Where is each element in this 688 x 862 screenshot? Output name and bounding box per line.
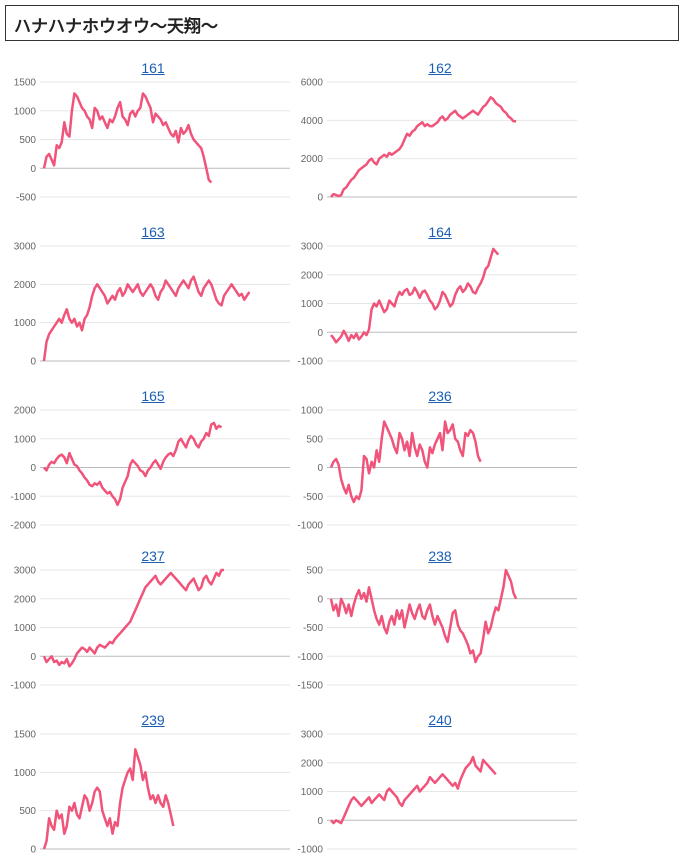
y-tick-label: 1000 (301, 787, 324, 798)
y-tick-label: 0 (30, 164, 36, 175)
chart-title-link[interactable]: 163 (141, 224, 165, 240)
y-tick-label: 3000 (301, 730, 324, 741)
line-chart: 3000 2000 1000 0 -1000 (297, 730, 577, 856)
y-tick-label: 0 (317, 594, 323, 605)
y-tick-label: 0 (30, 357, 36, 368)
y-tick-label: 1000 (14, 106, 37, 117)
y-tick-label: 1000 (301, 299, 324, 310)
y-tick-label: -1000 (297, 652, 323, 663)
y-tick-label: -1000 (10, 492, 36, 503)
chart-panel-165: 165 2000 1000 0 -1000 -2000 (8, 388, 298, 538)
y-tick-label: -500 (16, 193, 36, 204)
series-line (42, 748, 175, 850)
y-tick-label: -1000 (297, 845, 323, 856)
line-chart: 3000 2000 1000 0 -1000 (10, 566, 290, 692)
series-line (329, 420, 482, 504)
chart-panel-164: 164 3000 2000 1000 0 -1000 (295, 224, 585, 374)
chart-title-link[interactable]: 237 (141, 548, 165, 564)
page-title: ハナハナホウオウ〜天翔〜 (14, 17, 218, 37)
y-tick-label: 0 (317, 463, 323, 474)
y-tick-label: 1500 (14, 78, 37, 89)
line-chart: 6000 4000 2000 0 (301, 78, 577, 204)
y-tick-label: 3000 (14, 242, 37, 253)
y-tick-label: 500 (306, 566, 323, 577)
series-line (42, 568, 224, 668)
chart-panel-237: 237 3000 2000 1000 0 -1000 (8, 548, 298, 698)
y-tick-label: 1000 (14, 623, 37, 634)
chart-title-link[interactable]: 236 (428, 388, 452, 404)
series-line (329, 568, 518, 664)
y-tick-label: -500 (303, 492, 323, 503)
chart-panel-240: 240 3000 2000 1000 0 -1000 (295, 712, 585, 862)
chart-panel-236: 236 1000 500 0 -500 -1000 (295, 388, 585, 538)
y-tick-label: 0 (30, 845, 36, 856)
y-tick-label: 0 (317, 193, 323, 204)
y-tick-label: 500 (19, 135, 36, 146)
chart-panel-238: 238 500 0 -500 -1000 -1500 (295, 548, 585, 698)
y-tick-label: 3000 (301, 242, 324, 253)
line-chart: 1500 1000 500 0 (14, 730, 290, 856)
y-tick-label: 500 (19, 806, 36, 817)
y-tick-label: 2000 (301, 758, 324, 769)
y-tick-label: -1000 (297, 521, 323, 532)
y-tick-label: 0 (30, 463, 36, 474)
header-box: ハナハナホウオウ〜天翔〜 (5, 5, 679, 41)
series-line (43, 421, 223, 507)
chart-title-link[interactable]: 240 (428, 712, 452, 728)
chart-title-link[interactable]: 164 (428, 224, 452, 240)
y-tick-label: 0 (317, 328, 323, 339)
y-tick-label: 1000 (14, 434, 37, 445)
y-tick-label: 0 (317, 816, 323, 827)
line-chart: 3000 2000 1000 0 (14, 242, 290, 368)
y-tick-label: -1500 (297, 681, 323, 692)
y-tick-label: 1000 (14, 318, 37, 329)
chart-title-link[interactable]: 162 (428, 60, 452, 76)
y-tick-label: 500 (306, 434, 323, 445)
y-tick-label: -500 (303, 623, 323, 634)
y-tick-label: 4000 (301, 116, 324, 127)
series-line (42, 275, 251, 362)
y-tick-label: 2000 (14, 406, 37, 417)
y-tick-label: 2000 (301, 270, 324, 281)
y-tick-label: 2000 (14, 280, 37, 291)
y-tick-label: 2000 (301, 154, 324, 165)
line-chart: 1500 1000 500 0 -500 (14, 78, 290, 204)
chart-panel-239: 239 1500 1000 500 0 (8, 712, 298, 862)
y-tick-label: 2000 (14, 594, 37, 605)
y-tick-label: 0 (30, 652, 36, 663)
y-tick-label: 1000 (14, 768, 37, 779)
y-tick-label: 3000 (14, 566, 37, 577)
line-chart: 1000 500 0 -500 -1000 (297, 406, 577, 532)
y-tick-label: 6000 (301, 78, 324, 89)
line-chart: 500 0 -500 -1000 -1500 (297, 566, 577, 692)
y-tick-label: -2000 (10, 521, 36, 532)
y-tick-label: -1000 (10, 681, 36, 692)
chart-panel-161: 161 1500 1000 500 0 -500 (8, 60, 298, 210)
y-tick-label: 1000 (301, 406, 324, 417)
series-line (330, 755, 497, 825)
line-chart: 2000 1000 0 -1000 -2000 (10, 406, 290, 532)
y-tick-label: -1000 (297, 357, 323, 368)
line-chart: 3000 2000 1000 0 -1000 (297, 242, 577, 368)
series-line (330, 247, 500, 344)
chart-title-link[interactable]: 239 (141, 712, 165, 728)
chart-panel-163: 163 3000 2000 1000 0 (8, 224, 298, 374)
series-line (42, 92, 213, 184)
y-tick-label: 1500 (14, 730, 37, 741)
series-line (330, 96, 517, 198)
chart-title-link[interactable]: 238 (428, 548, 452, 564)
chart-title-link[interactable]: 165 (141, 388, 165, 404)
chart-panel-162: 162 6000 4000 2000 0 (295, 60, 585, 210)
chart-title-link[interactable]: 161 (141, 60, 165, 76)
